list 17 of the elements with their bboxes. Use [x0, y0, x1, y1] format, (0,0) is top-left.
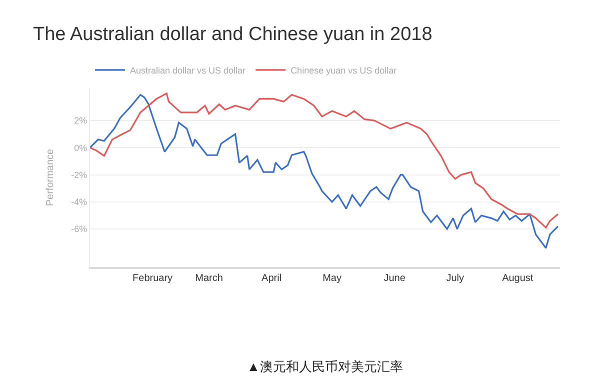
- x-tick-label: February: [132, 272, 173, 284]
- x-tick-label: May: [322, 272, 342, 284]
- x-tick-label: June: [384, 272, 406, 284]
- y-axis-title: Performance: [45, 148, 56, 206]
- y-tick-label: 0%: [74, 142, 88, 153]
- y-tick-label: -2%: [71, 170, 88, 180]
- text: ▲澳元和人民币对美元汇率: [247, 359, 403, 374]
- legend-label: Chinese yuan vs US dollar: [290, 65, 397, 76]
- x-tick-label: August: [502, 272, 534, 284]
- y-tick-label: -6%: [71, 224, 88, 234]
- chart-title: The Australian dollar and Chinese yuan in 2018: [33, 24, 432, 46]
- x-tick-label: March: [195, 272, 223, 284]
- y-tick-label: 2%: [74, 116, 88, 126]
- y-tick-label: -4%: [71, 197, 88, 208]
- x-tick-label: July: [446, 272, 464, 284]
- x-tick-label: April: [262, 272, 282, 284]
- legend-label: Australian dollar vs US dollar: [130, 65, 246, 76]
